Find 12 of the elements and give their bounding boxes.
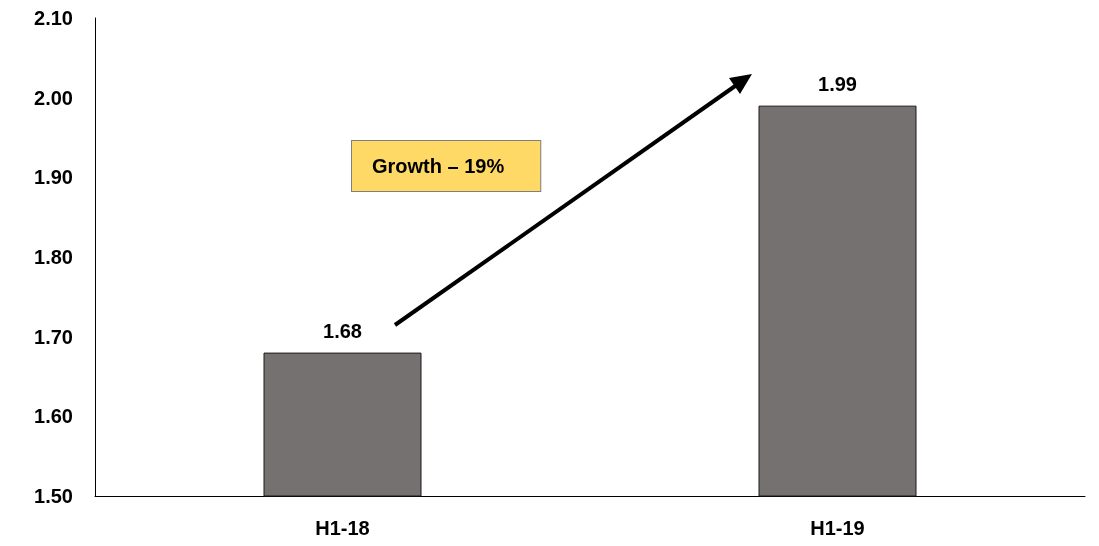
y-tick-label: 2.00: [34, 86, 73, 109]
y-tick-label: 1.90: [34, 166, 73, 189]
y-tick-label: 1.80: [34, 246, 73, 268]
y-tick-label: 1.60: [34, 405, 73, 428]
y-tick-label: 1.50: [34, 485, 73, 507]
x-tick-label: H1-18: [315, 517, 370, 539]
annotation: Growth – 19%: [372, 155, 505, 177]
y-tick-label: 2.10: [34, 7, 73, 29]
y-tick-label: 1.70: [34, 325, 73, 348]
data-label: 1.99: [818, 72, 857, 95]
data-label: 1.68: [323, 319, 362, 342]
x-tick-label: H1-19: [810, 517, 865, 539]
